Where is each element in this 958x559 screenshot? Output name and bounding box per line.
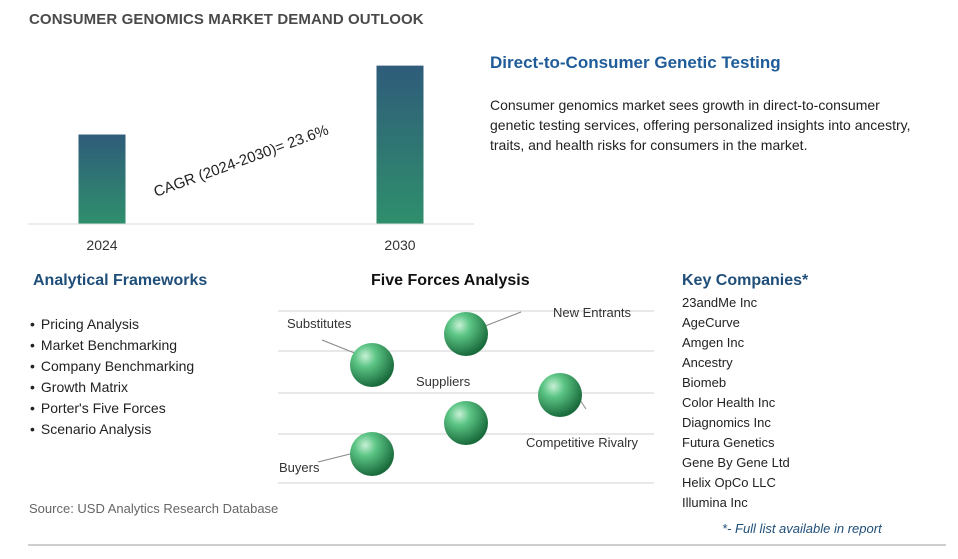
x-tick-label: 2030 <box>384 237 415 253</box>
cagr-annotation: CAGR (2024-2030)= 23.6% <box>152 122 331 201</box>
company-item: Biomeb <box>682 375 727 390</box>
substitutes-sphere <box>350 343 394 387</box>
framework-item: Porter's Five Forces <box>30 398 194 419</box>
dtc-section-title: Direct-to-Consumer Genetic Testing <box>490 53 781 72</box>
competitive-rivalry-label: Competitive Rivalry <box>526 435 638 450</box>
frameworks-list: Pricing Analysis Market Benchmarking Com… <box>30 314 194 440</box>
substitutes-label: Substitutes <box>287 316 352 331</box>
company-item: Gene By Gene Ltd <box>682 455 790 470</box>
new-entrants-label: New Entrants <box>553 305 632 320</box>
company-item: Ancestry <box>682 355 733 370</box>
frameworks-title: Analytical Frameworks <box>33 272 208 289</box>
suppliers-label: Suppliers <box>416 374 471 389</box>
framework-item: Company Benchmarking <box>30 356 194 377</box>
framework-item: Growth Matrix <box>30 377 194 398</box>
full-list-note: *- Full list available in report <box>722 521 882 536</box>
footer-divider <box>28 544 946 546</box>
company-item: Color Health Inc <box>682 395 776 410</box>
buyers-sphere <box>350 432 394 476</box>
company-item: Illumina Inc <box>682 495 748 510</box>
suppliers-sphere <box>444 401 488 445</box>
bar-chart: 2024 2030 CAGR (2024-2030)= 23.6% <box>28 65 474 253</box>
source-note: Source: USD Analytics Research Database <box>29 501 279 516</box>
company-item: AgeCurve <box>682 315 740 330</box>
companies-list: 23andMe Inc AgeCurve Amgen Inc Ancestry … <box>682 293 790 513</box>
page-title: CONSUMER GENOMICS MARKET DEMAND OUTLOOK <box>29 11 424 28</box>
framework-item: Market Benchmarking <box>30 335 194 356</box>
company-item: Amgen Inc <box>682 335 745 350</box>
five-forces-title: Five Forces Analysis <box>371 272 530 289</box>
competitive-rivalry-sphere <box>538 373 582 417</box>
five-forces-diagram: New Entrants Substitutes Suppliers Compe… <box>278 305 654 484</box>
bar-2024 <box>78 134 126 224</box>
framework-item: Scenario Analysis <box>30 419 194 440</box>
company-item: 23andMe Inc <box>682 295 758 310</box>
bar-2030 <box>376 65 424 224</box>
companies-title: Key Companies* <box>682 272 809 289</box>
new-entrants-sphere <box>444 312 488 356</box>
buyers-label: Buyers <box>279 460 320 475</box>
company-item: Helix OpCo LLC <box>682 475 776 490</box>
company-item: Diagnomics Inc <box>682 415 771 430</box>
company-item: Futura Genetics <box>682 435 775 450</box>
framework-item: Pricing Analysis <box>30 314 194 335</box>
x-tick-label: 2024 <box>86 237 117 253</box>
dtc-description: Consumer genomics market sees growth in … <box>490 97 911 153</box>
